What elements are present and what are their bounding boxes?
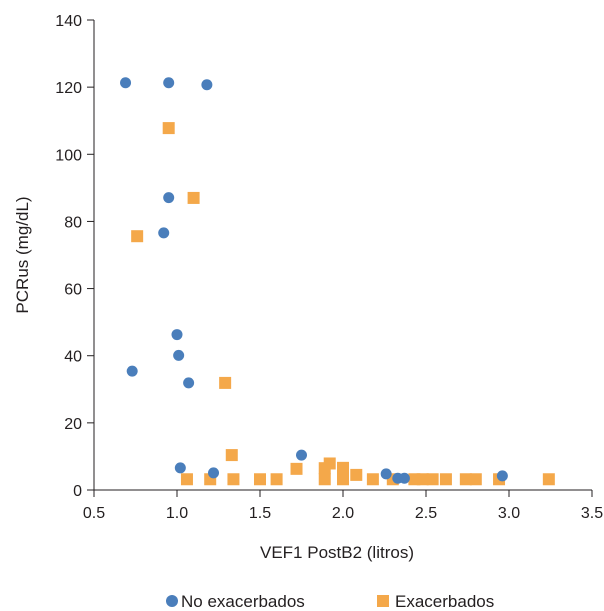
legend-marker-square [377, 595, 389, 607]
x-axis-title: VEF1 PostB2 (litros) [260, 543, 414, 562]
legend-marker-circle [166, 595, 178, 607]
axes [93, 20, 592, 491]
point-no-exacerbados [158, 227, 170, 239]
point-exacerbados [439, 473, 452, 486]
x-tick-label: 3.5 [581, 505, 603, 522]
point-no-exacerbados [496, 470, 508, 482]
point-exacerbados [180, 473, 193, 486]
point-no-exacerbados [163, 192, 175, 204]
point-no-exacerbados [126, 365, 138, 377]
y-tick-label: 0 [73, 483, 82, 500]
y-tick-label: 40 [64, 349, 82, 366]
point-no-exacerbados [201, 79, 213, 91]
point-no-exacerbados [120, 77, 132, 89]
x-tick-label: 2.0 [332, 505, 354, 522]
point-exacerbados [131, 230, 144, 243]
point-exacerbados [459, 473, 472, 486]
point-exacerbados [254, 473, 266, 486]
point-exacerbados [227, 473, 240, 486]
point-exacerbados [426, 473, 439, 486]
y-tick-label: 120 [55, 80, 82, 97]
point-exacerbados [270, 473, 283, 486]
point-exacerbados [542, 473, 555, 486]
point-no-exacerbados [398, 472, 410, 484]
point-exacerbados [337, 473, 349, 486]
point-exacerbados [416, 473, 429, 486]
point-exacerbados [323, 457, 336, 470]
point-no-exacerbados [296, 449, 307, 461]
x-tick-label: 1.5 [249, 505, 271, 522]
y-axis-ticks: 0 20 40 60 80 100 120 140 [55, 13, 94, 500]
y-axis-title: PCRus (mg/dL) [13, 196, 32, 313]
y-tick-label: 20 [64, 416, 82, 433]
point-no-exacerbados [208, 467, 220, 479]
point-exacerbados [162, 122, 175, 135]
point-exacerbados [469, 473, 482, 486]
axis-frame [93, 20, 592, 491]
point-no-exacerbados [380, 468, 392, 480]
x-tick-label: 3.0 [498, 505, 520, 522]
point-exacerbados [290, 462, 303, 475]
y-tick-label: 80 [64, 214, 82, 231]
point-exacerbados [318, 473, 331, 486]
point-no-exacerbados [174, 462, 186, 474]
legend-label-exacerbados: Exacerbados [395, 592, 494, 611]
point-exacerbados [187, 191, 200, 204]
point-no-exacerbados [163, 77, 175, 89]
legend: No exacerbados Exacerbados [166, 592, 494, 611]
point-exacerbados [225, 449, 238, 462]
point-no-exacerbados [183, 377, 195, 389]
x-axis-ticks: 0.5 1.0 1.5 2.0 2.5 3.0 3.5 [83, 490, 603, 522]
y-tick-label: 100 [55, 147, 82, 164]
x-tick-label: 1.0 [166, 505, 188, 522]
x-tick-label: 2.5 [415, 505, 437, 522]
point-exacerbados [366, 473, 379, 486]
y-tick-label: 140 [55, 13, 82, 30]
point-no-exacerbados [173, 349, 185, 361]
point-exacerbados [219, 376, 232, 389]
point-no-exacerbados [171, 329, 183, 341]
legend-label-no-exacerbados: No exacerbados [181, 592, 305, 611]
x-tick-label: 0.5 [83, 505, 105, 522]
y-tick-label: 60 [64, 282, 82, 299]
point-exacerbados [350, 468, 363, 481]
point-exacerbados [337, 461, 349, 474]
data-points [120, 77, 555, 486]
